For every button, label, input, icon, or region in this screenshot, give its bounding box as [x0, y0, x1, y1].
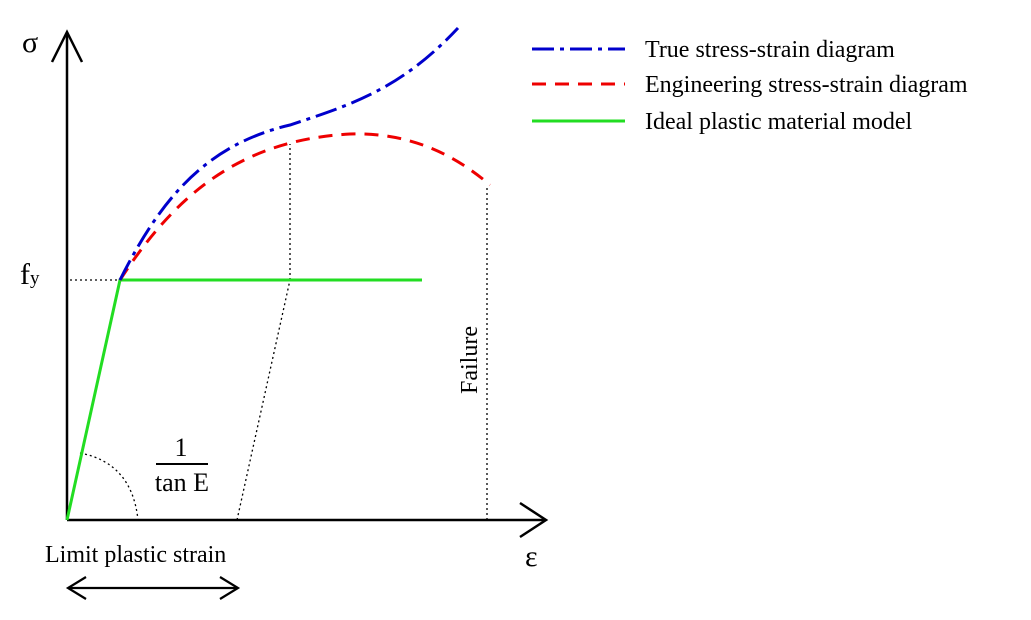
true-curve — [118, 26, 460, 281]
slope-angle-arc — [79, 452, 139, 521]
double-arrow-left-icon — [65, 576, 87, 600]
y-axis-symbol: σ — [22, 26, 38, 59]
yield-label: fy — [20, 258, 40, 291]
y-axis-arrow-icon — [50, 29, 84, 63]
legend-item-engineering: Engineering stress-strain diagram — [532, 72, 968, 98]
slope-numerator: 1 — [175, 433, 188, 462]
failure-label: Failure — [457, 326, 483, 394]
legend-item-ideal: Ideal plastic material model — [532, 109, 913, 135]
double-arrow-right-icon — [219, 576, 241, 600]
unloading-line — [236, 279, 291, 521]
legend: True stress-strain diagram Engineering s… — [532, 37, 968, 135]
legend-item-true: True stress-strain diagram — [532, 37, 895, 63]
legend-label-true: True stress-strain diagram — [645, 37, 895, 63]
x-axis-symbol: ε — [525, 540, 538, 573]
legend-label-ideal: Ideal plastic material model — [645, 109, 913, 135]
slope-denominator: tan E — [155, 468, 209, 497]
limit-plastic-strain-label: Limit plastic strain — [45, 542, 226, 568]
x-axis-arrow-icon — [519, 501, 549, 539]
legend-label-engineering: Engineering stress-strain diagram — [645, 72, 968, 98]
engineering-curve — [118, 132, 491, 281]
